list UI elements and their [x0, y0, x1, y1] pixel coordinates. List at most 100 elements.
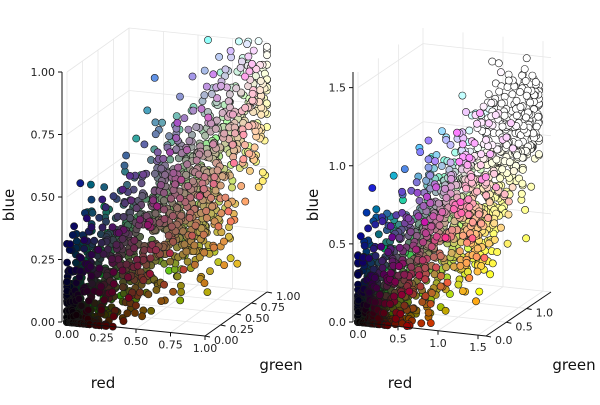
- data-point: [114, 228, 123, 237]
- x-axis-title: red: [91, 374, 116, 392]
- data-point: [232, 84, 241, 93]
- data-point: [391, 314, 400, 323]
- data-point: [215, 53, 223, 61]
- data-point: [506, 119, 515, 127]
- data-point: [177, 211, 186, 220]
- data-point: [426, 299, 435, 308]
- data-point: [448, 226, 456, 234]
- data-point: [504, 197, 513, 206]
- data-point: [360, 241, 369, 250]
- z-axis-title: blue: [0, 189, 18, 221]
- data-point: [199, 185, 208, 193]
- data-point: [174, 163, 182, 172]
- data-point: [458, 91, 467, 100]
- data-point: [455, 157, 464, 166]
- data-point: [418, 298, 427, 306]
- data-point: [500, 190, 509, 199]
- data-point: [256, 77, 265, 85]
- data-point: [109, 268, 118, 277]
- y-tick: [220, 324, 226, 327]
- data-point: [109, 192, 118, 201]
- data-point: [216, 181, 225, 190]
- data-point: [90, 236, 99, 245]
- data-point: [509, 167, 518, 175]
- data-point: [473, 187, 481, 196]
- data-point: [166, 257, 174, 266]
- data-point: [245, 149, 253, 158]
- data-point: [475, 287, 484, 296]
- data-point: [220, 261, 229, 269]
- x-tick-label: 0.00: [55, 328, 80, 341]
- data-point: [133, 261, 142, 270]
- data-point: [136, 288, 144, 297]
- data-point: [262, 99, 271, 108]
- data-point: [98, 223, 107, 232]
- data-point: [516, 103, 525, 111]
- data-point: [185, 137, 194, 145]
- data-point: [389, 171, 398, 180]
- data-point: [209, 140, 218, 149]
- data-point: [130, 236, 139, 245]
- data-point: [157, 297, 166, 305]
- data-point: [228, 183, 236, 192]
- grid-line: [398, 294, 527, 309]
- data-point: [465, 153, 474, 162]
- data-point: [120, 161, 129, 170]
- data-point: [186, 193, 195, 202]
- data-point: [512, 111, 521, 120]
- data-point: [498, 165, 507, 174]
- data-point: [210, 217, 219, 226]
- data-point: [388, 233, 397, 242]
- data-point: [207, 193, 215, 202]
- data-point: [160, 188, 168, 197]
- data-point: [438, 127, 446, 136]
- data-point: [364, 224, 372, 233]
- x-tick-label: 1.5: [469, 341, 487, 354]
- data-point: [429, 212, 438, 221]
- data-point: [136, 215, 144, 224]
- data-point: [356, 232, 365, 241]
- data-point: [172, 133, 181, 142]
- data-point: [432, 263, 440, 272]
- data-point: [508, 183, 517, 192]
- data-point: [421, 263, 429, 272]
- data-point: [177, 175, 186, 184]
- data-point: [144, 290, 153, 299]
- data-point: [249, 46, 258, 55]
- data-point: [465, 203, 474, 212]
- data-point: [419, 202, 428, 210]
- data-point: [517, 189, 526, 198]
- data-point: [182, 170, 190, 179]
- data-point: [482, 135, 490, 144]
- y-axis-line: [485, 291, 552, 337]
- y-tick: [251, 302, 257, 305]
- data-point: [176, 296, 185, 305]
- data-point: [195, 192, 204, 201]
- data-point: [494, 59, 503, 68]
- data-point: [225, 90, 234, 99]
- data-point: [429, 253, 438, 261]
- data-point: [160, 280, 168, 289]
- data-point: [63, 258, 71, 267]
- data-point: [473, 244, 482, 253]
- scatter-points: [63, 36, 271, 331]
- data-point: [436, 252, 445, 261]
- data-point: [208, 202, 217, 211]
- data-point: [480, 253, 489, 262]
- data-point: [221, 193, 230, 202]
- data-point: [412, 178, 421, 187]
- data-point: [476, 109, 484, 117]
- data-point: [99, 250, 108, 258]
- data-point: [398, 187, 406, 196]
- data-point: [87, 271, 96, 280]
- data-point: [378, 217, 387, 226]
- data-point: [248, 89, 257, 98]
- data-point: [239, 130, 248, 139]
- data-point: [263, 51, 271, 59]
- data-point: [231, 129, 239, 138]
- data-point: [80, 244, 89, 253]
- y-tick-label: 1.00: [276, 290, 301, 303]
- data-point: [244, 52, 253, 61]
- grid-line: [437, 286, 504, 332]
- data-point: [172, 112, 181, 120]
